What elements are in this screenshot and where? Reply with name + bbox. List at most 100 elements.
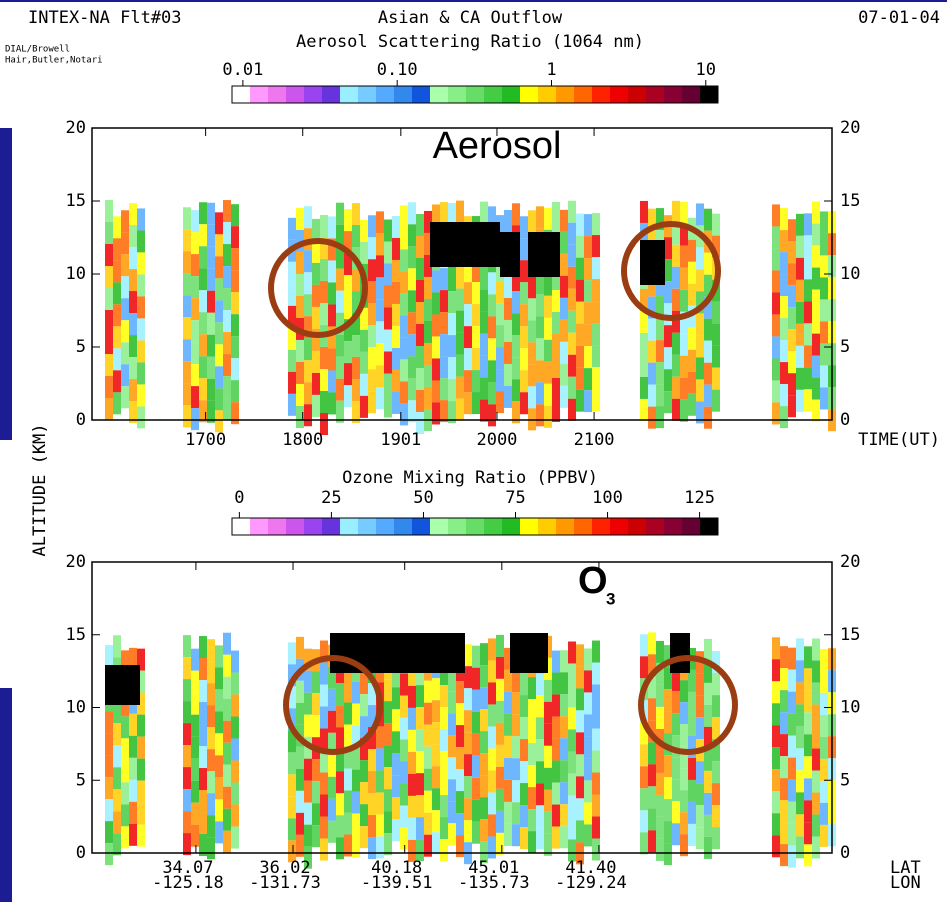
curtain-cell bbox=[304, 780, 312, 803]
curtain-cell bbox=[384, 789, 392, 812]
curtain-cell bbox=[231, 292, 239, 315]
curtain-cell bbox=[352, 269, 360, 292]
curtain-cell bbox=[448, 401, 456, 424]
curtain-cell bbox=[672, 757, 680, 780]
curtain-cell bbox=[576, 235, 584, 258]
curtain-cell bbox=[231, 270, 239, 293]
colorbar-tick-label: 1 bbox=[546, 60, 556, 80]
x-tick-label: 1800 bbox=[282, 430, 323, 450]
y-tick-label: 20 bbox=[66, 118, 86, 138]
curtain-cell bbox=[472, 799, 480, 822]
curtain-cell bbox=[804, 844, 812, 867]
curtain-cell bbox=[592, 640, 600, 663]
curtain-cell bbox=[648, 654, 656, 677]
curtain-cell bbox=[520, 282, 528, 305]
curtain-cell bbox=[400, 271, 408, 294]
curtain-cell bbox=[440, 795, 448, 818]
curtain-cell bbox=[640, 634, 648, 657]
y-tick-label-right: 0 bbox=[840, 410, 850, 430]
curtain-cell bbox=[688, 349, 696, 372]
colorbar-cell bbox=[376, 86, 395, 103]
curtain-cell bbox=[820, 387, 828, 410]
curtain-cell bbox=[320, 281, 328, 304]
curtain-cell bbox=[456, 310, 464, 333]
curtain-cell bbox=[288, 840, 296, 863]
curtain-cell bbox=[231, 204, 239, 227]
curtain-cell bbox=[560, 231, 568, 254]
curtain-cell bbox=[536, 206, 544, 229]
curtain-cell bbox=[804, 389, 812, 412]
curtain-cell bbox=[432, 810, 440, 833]
curtain-cell bbox=[780, 318, 788, 341]
curtain-cell bbox=[680, 746, 688, 769]
curtain-cell bbox=[320, 391, 328, 414]
curtain-cell bbox=[105, 222, 113, 245]
colorbar-cell bbox=[502, 86, 521, 103]
curtain-cell bbox=[544, 405, 552, 428]
curtain-cell bbox=[672, 669, 680, 692]
curtain-cell bbox=[336, 749, 344, 772]
curtain-cell bbox=[183, 295, 191, 318]
curtain-cell bbox=[408, 400, 416, 423]
curtain-cell bbox=[796, 660, 804, 683]
curtain-cell bbox=[448, 669, 456, 692]
curtain-cell bbox=[712, 783, 720, 806]
colorbar-cell bbox=[682, 86, 701, 103]
curtain-cell bbox=[384, 351, 392, 374]
curtain-cell bbox=[352, 835, 360, 858]
curtain-cell bbox=[392, 237, 400, 260]
curtain-cell bbox=[820, 321, 828, 344]
curtain-cell bbox=[772, 314, 780, 337]
curtain-cell bbox=[804, 345, 812, 368]
curtain-cell bbox=[552, 333, 560, 356]
curtain-cell bbox=[584, 324, 592, 347]
curtain-cell bbox=[592, 345, 600, 368]
curtain-cell bbox=[408, 202, 416, 225]
curtain-cell bbox=[464, 798, 472, 821]
curtain-cell bbox=[416, 235, 424, 258]
curtain-cell bbox=[704, 836, 712, 859]
curtain-cell bbox=[512, 203, 520, 226]
curtain-cell bbox=[223, 288, 231, 311]
curtain-cell bbox=[472, 326, 480, 349]
curtain-cell bbox=[788, 395, 796, 418]
curtain-cell bbox=[780, 800, 788, 823]
curtain-cell bbox=[424, 364, 432, 387]
curtain-cell bbox=[183, 251, 191, 274]
curtain-cell bbox=[696, 401, 704, 424]
curtain-cell bbox=[688, 393, 696, 416]
curtain-cell bbox=[105, 398, 113, 421]
curtain-cell bbox=[560, 672, 568, 695]
curtain-cell bbox=[207, 727, 215, 750]
curtain-cell bbox=[352, 335, 360, 358]
colorbar-tick-label: 100 bbox=[592, 488, 623, 508]
curtain-cell bbox=[796, 389, 804, 412]
curtain-cell bbox=[796, 726, 804, 749]
curtain-cell bbox=[121, 738, 129, 761]
curtain-cell bbox=[560, 716, 568, 739]
curtain-cell bbox=[320, 640, 328, 663]
curtain-cell bbox=[648, 208, 656, 231]
curtain-cell bbox=[207, 356, 215, 379]
curtain-cell bbox=[223, 808, 231, 831]
curtain-cell bbox=[113, 767, 121, 790]
curtain-cell bbox=[536, 673, 544, 696]
curtain-cell bbox=[520, 326, 528, 349]
panel-label: O bbox=[578, 560, 608, 602]
curtain-cell bbox=[320, 838, 328, 861]
curtain-cell bbox=[584, 214, 592, 237]
curtain-cell bbox=[780, 230, 788, 253]
curtain-cell bbox=[688, 239, 696, 262]
curtain-cell bbox=[191, 692, 199, 715]
curtain-cell bbox=[584, 236, 592, 259]
curtain-cell bbox=[804, 213, 812, 236]
curtain-cell bbox=[191, 298, 199, 321]
curtain-cell bbox=[552, 377, 560, 400]
curtain-cell bbox=[424, 768, 432, 791]
curtain-cell bbox=[804, 822, 812, 845]
curtain-cell bbox=[536, 316, 544, 339]
curtain-cell bbox=[416, 707, 424, 730]
colorbar-cell bbox=[286, 518, 305, 535]
curtain-cell bbox=[336, 268, 344, 291]
curtain-cell bbox=[464, 370, 472, 393]
